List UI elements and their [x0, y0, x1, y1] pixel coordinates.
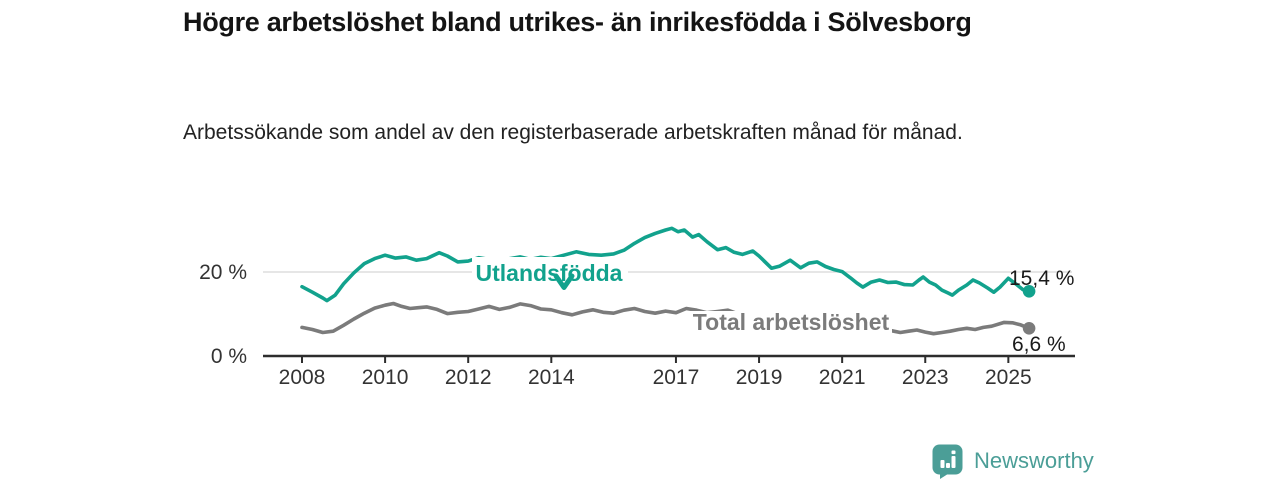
page-subtitle: Arbetssökande som andel av den registerb…: [183, 121, 963, 144]
end-dot-total-arbetsl-shet: [1022, 322, 1036, 335]
logo-bar-1: [940, 460, 945, 468]
newsworthy-wordmark: Newsworthy: [974, 448, 1094, 473]
bar-chart-speech-bubble-icon: [932, 444, 963, 479]
series-line-total-arbetsl-shet: [300, 301, 1031, 336]
y-axis-label: 20 %: [199, 261, 247, 284]
x-axis-label: 2023: [902, 366, 949, 389]
logo-bubble-tail: [940, 472, 951, 479]
end-dot-utlandsf-dda: [1022, 285, 1036, 298]
x-axis-label: 2017: [653, 366, 700, 389]
x-axis-label: 2014: [528, 366, 575, 389]
end-value-label-utlandsf-dda: 15,4 %: [1009, 267, 1074, 290]
newsworthy-logo: Newsworthy: [931, 443, 1094, 479]
logo-bar-3: [951, 456, 956, 468]
logo-dot: [951, 450, 956, 455]
label-pointer-down-icon: [553, 273, 575, 290]
x-axis-label: 2025: [985, 366, 1032, 389]
series-label-total-arbetsl-shet: Total arbetslöshet: [693, 309, 890, 335]
page-title: Högre arbetslöshet bland utrikes- än inr…: [183, 7, 972, 37]
logo-bar-2: [946, 463, 950, 468]
logo-bubble-shape: [932, 444, 963, 475]
series-label-utlandsf-dda: Utlandsfödda: [476, 260, 623, 286]
x-axis-label: 2021: [819, 366, 866, 389]
series-line-utlandsf-dda: [300, 226, 1031, 303]
x-axis-label: 2010: [362, 366, 409, 389]
end-value-label-total-arbetsl-shet: 6,6 %: [1012, 333, 1066, 356]
x-axis-label: 2012: [445, 366, 492, 389]
x-axis-label: 2008: [279, 366, 326, 389]
series-label-mask: [472, 257, 628, 291]
series-label-mask: [690, 311, 892, 337]
y-axis-label: 0 %: [211, 345, 247, 368]
x-axis-label: 2019: [736, 366, 783, 389]
